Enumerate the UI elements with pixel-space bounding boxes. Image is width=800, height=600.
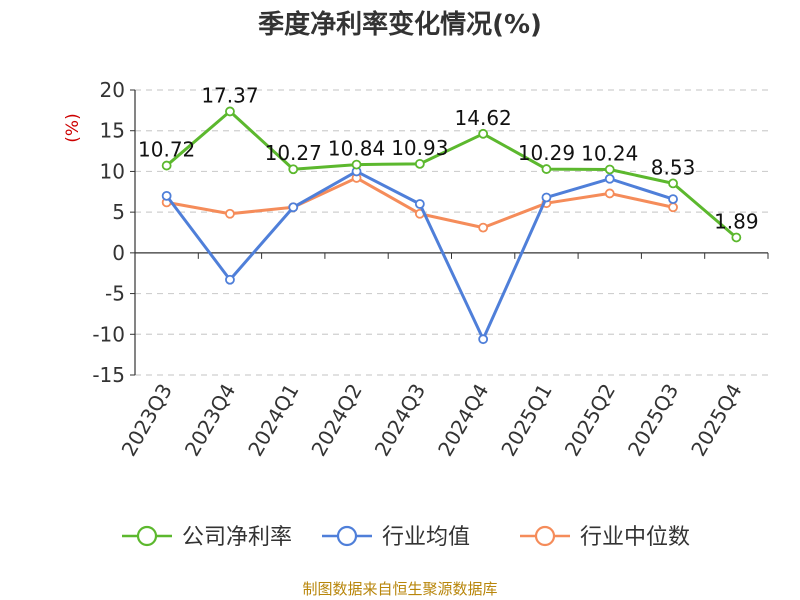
y-tick-label: -15 <box>92 363 125 387</box>
x-tick-labels: 2023Q3 2023Q4 2024Q1 2024Q2 2024Q3 2024Q4 2025… <box>117 380 747 461</box>
axes <box>130 89 769 376</box>
x-tick-label: 2024Q4 <box>433 380 493 461</box>
data-point <box>478 334 489 345</box>
data-label: 10.93 <box>391 136 448 160</box>
data-point <box>414 199 425 209</box>
y-tick-labels: 20 15 10 5 0 -5 -10 -15 <box>92 78 125 387</box>
legend-marker <box>336 525 358 547</box>
data-point <box>604 188 615 199</box>
legend-label: 公司净利率 <box>182 525 292 550</box>
data-label: 17.37 <box>201 83 258 107</box>
x-tick-label: 2024Q1 <box>243 380 303 461</box>
data-label: 1.89 <box>714 209 759 233</box>
legend-label: 行业中位数 <box>580 525 690 550</box>
data-label: 14.62 <box>455 106 512 130</box>
data-label: 10.72 <box>138 138 195 162</box>
series-line <box>165 109 738 239</box>
grid-lines <box>135 89 768 376</box>
data-point <box>668 202 678 213</box>
data-point <box>161 190 172 201</box>
y-tick-label: 15 <box>100 119 125 143</box>
y-tick-label: 10 <box>100 159 125 183</box>
legend-marker <box>534 525 556 547</box>
y-tick-label: 20 <box>100 78 125 102</box>
data-point <box>541 164 552 174</box>
y-tick-label: -5 <box>105 282 125 306</box>
data-point <box>604 173 615 184</box>
data-point <box>288 202 299 213</box>
y-tick-label: -10 <box>92 322 125 346</box>
data-point <box>414 158 425 169</box>
data-label: 10.27 <box>265 141 322 165</box>
y-axis-label: (%) <box>63 113 83 142</box>
x-tick-label: 2025Q1 <box>496 380 556 461</box>
data-point <box>478 222 489 233</box>
data-label: 10.24 <box>581 141 638 165</box>
data-point <box>225 274 235 285</box>
data-source-footer: 制图数据来自恒生聚源数据库 <box>302 580 498 598</box>
legend-label: 行业均值 <box>382 525 470 550</box>
y-tick-label: 5 <box>112 200 125 224</box>
x-tick-label: 2024Q2 <box>306 380 366 461</box>
data-point <box>161 160 172 171</box>
x-tick-label: 2023Q3 <box>117 380 177 461</box>
legend: 公司净利率 行业均值 行业中位数 <box>122 525 690 550</box>
x-tick-label: 2025Q2 <box>560 380 620 461</box>
data-point <box>668 194 678 205</box>
data-point <box>731 232 742 243</box>
x-tick-label: 2025Q3 <box>623 380 683 461</box>
data-point <box>478 128 489 139</box>
data-label: 10.29 <box>518 141 575 165</box>
x-tick-label: 2024Q3 <box>370 380 430 461</box>
data-point <box>541 192 552 203</box>
series-lines <box>161 106 742 345</box>
data-label: 10.84 <box>328 137 385 161</box>
y-tick-label: 0 <box>112 241 125 265</box>
data-point <box>225 106 235 117</box>
data-label: 8.53 <box>651 155 696 179</box>
x-tick-label: 2025Q4 <box>686 380 746 461</box>
legend-marker <box>136 525 158 547</box>
data-point <box>604 164 615 175</box>
x-tick-label: 2023Q4 <box>180 380 240 461</box>
chart-title: 季度净利率变化情况(%) <box>258 10 542 40</box>
data-point <box>225 208 235 219</box>
data-point <box>668 178 678 189</box>
data-point <box>288 164 299 175</box>
data-point <box>351 159 362 170</box>
